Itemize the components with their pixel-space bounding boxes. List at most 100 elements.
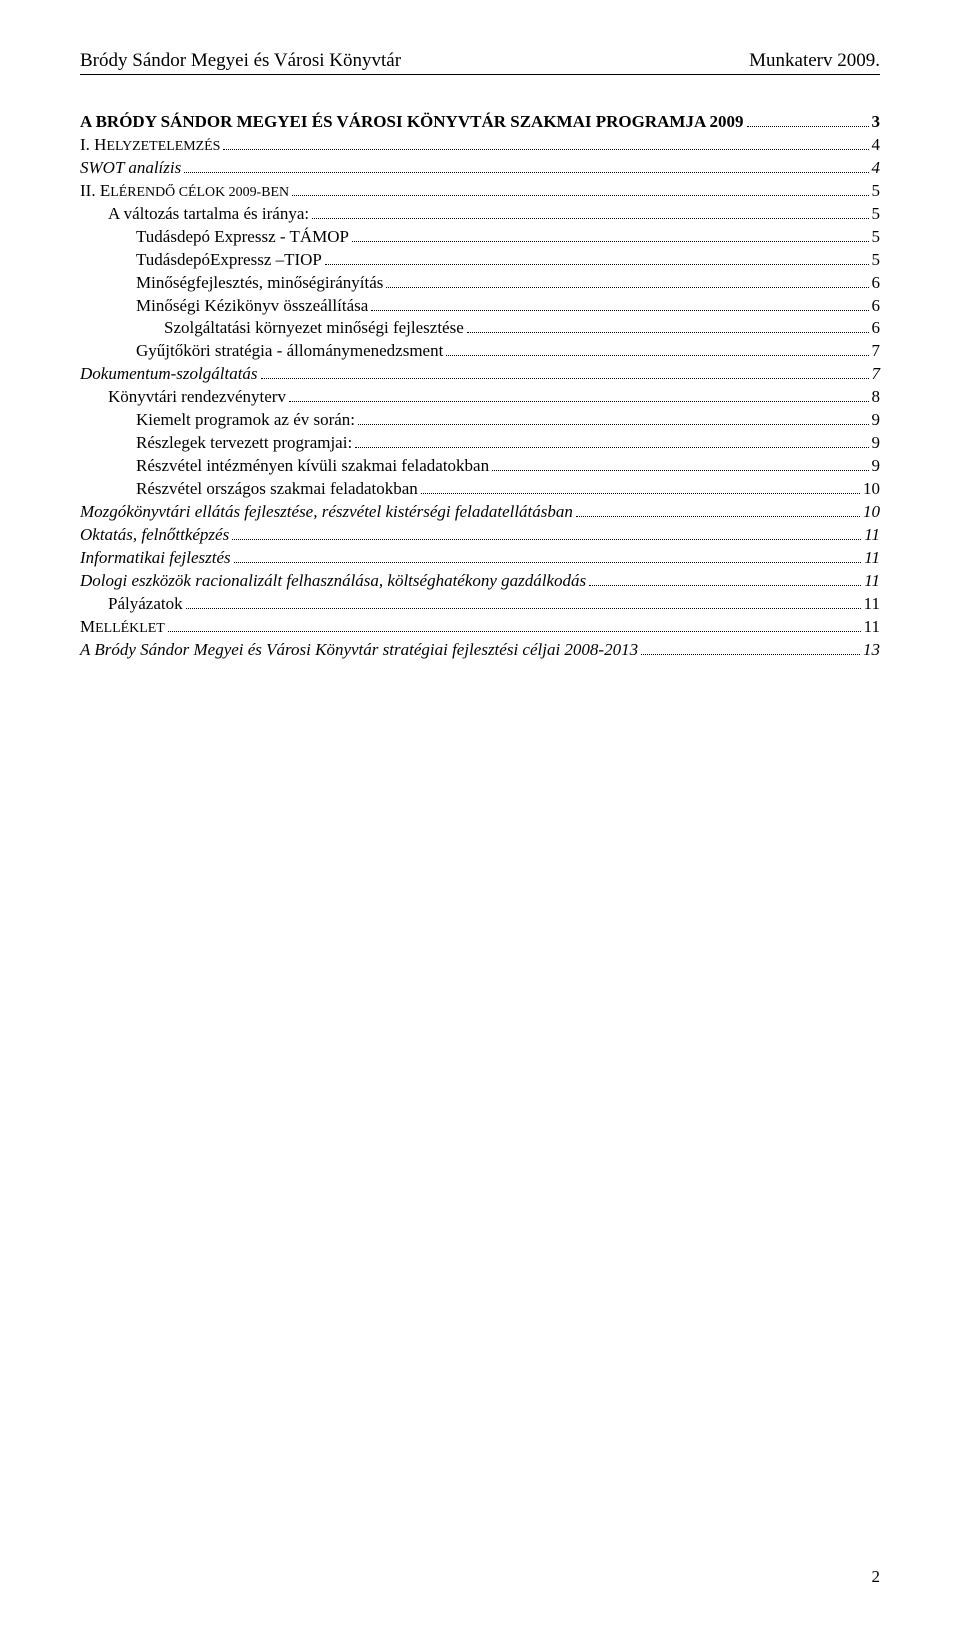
toc-entry-page: 3 <box>872 111 881 134</box>
toc-entry-label: Részvétel országos szakmai feladatokban <box>136 478 418 501</box>
toc-entry: Kiemelt programok az év során: 9 <box>80 409 880 432</box>
toc-entry: Minőségfejlesztés, minőségirányítás6 <box>80 272 880 295</box>
toc-entry-leader <box>641 640 860 654</box>
toc-entry-page: 11 <box>864 616 880 639</box>
toc-entry-leader <box>467 319 869 333</box>
toc-entry-leader <box>261 365 869 379</box>
toc-entry-label: Mozgókönyvtári ellátás fejlesztése, rész… <box>80 501 573 524</box>
page-number: 2 <box>872 1567 881 1587</box>
document-page: Bródy Sándor Megyei és Városi Könyvtár M… <box>0 0 960 1627</box>
toc-entry-leader <box>325 250 869 264</box>
toc-entry-label: I. HELYZETELEMZÉS <box>80 134 220 157</box>
toc-entry-leader <box>386 273 868 287</box>
toc-entry: Dologi eszközök racionalizált felhasznál… <box>80 570 880 593</box>
toc-entry-leader <box>234 548 862 562</box>
toc-entry-leader <box>289 388 869 402</box>
toc-entry: Informatikai fejlesztés 11 <box>80 547 880 570</box>
toc-entry-label: Informatikai fejlesztés <box>80 547 231 570</box>
toc-entry-leader <box>747 113 869 127</box>
toc-entry: Részlegek tervezett programjai: 9 <box>80 432 880 455</box>
toc-entry: I. HELYZETELEMZÉS 4 <box>80 134 880 157</box>
toc-entry-page: 7 <box>872 340 881 363</box>
toc-entry-page: 10 <box>863 478 880 501</box>
toc-entry-leader <box>352 227 869 241</box>
toc-entry-page: 11 <box>864 593 880 616</box>
toc-entry-leader <box>576 503 860 517</box>
toc-entry-leader <box>186 594 861 608</box>
toc-entry-label: A BRÓDY SÁNDOR MEGYEI ÉS VÁROSI KÖNYVTÁR… <box>80 111 744 134</box>
toc-entry-leader <box>312 204 868 218</box>
toc-entry-page: 9 <box>872 432 881 455</box>
toc-entry-page: 6 <box>872 317 881 340</box>
toc-entry-leader <box>355 434 868 448</box>
toc-entry-leader <box>358 411 868 425</box>
toc-entry-label: Tudásdepó Expressz - TÁMOP <box>136 226 349 249</box>
toc-entry-page: 5 <box>872 180 881 203</box>
toc-entry-page: 8 <box>872 386 881 409</box>
toc-entry-label: Gyűjtőköri stratégia - állománymenedzsme… <box>136 340 443 363</box>
toc-entry-page: 6 <box>872 295 881 318</box>
toc-entry-page: 5 <box>872 203 881 226</box>
toc-entry-page: 5 <box>872 249 881 272</box>
toc-entry-leader <box>184 158 868 172</box>
toc-entry: Mozgókönyvtári ellátás fejlesztése, rész… <box>80 501 880 524</box>
toc-entry-label: TudásdepóExpressz –TIOP <box>136 249 322 272</box>
toc-entry: Tudásdepó Expressz - TÁMOP 5 <box>80 226 880 249</box>
toc-entry: Minőségi Kézikönyv összeállítása 6 <box>80 295 880 318</box>
toc-entry: Gyűjtőköri stratégia - állománymenedzsme… <box>80 340 880 363</box>
toc-entry-leader <box>168 617 861 631</box>
toc-entry-label: Részvétel intézményen kívüli szakmai fel… <box>136 455 489 478</box>
toc-entry-leader <box>292 181 868 195</box>
toc-entry-page: 4 <box>872 134 881 157</box>
header-rule <box>80 74 880 75</box>
toc-entry-label: Minőségi Kézikönyv összeállítása <box>136 295 368 318</box>
toc-entry-page: 5 <box>872 226 881 249</box>
toc-entry-label: A változás tartalma és iránya: <box>108 203 309 226</box>
toc-entry-leader <box>589 571 861 585</box>
header-left: Bródy Sándor Megyei és Városi Könyvtár <box>80 50 401 72</box>
toc-entry-label: SWOT analízis <box>80 157 181 180</box>
toc-entry-leader <box>492 457 868 471</box>
toc-entry-label: Szolgáltatási környezet minőségi fejlesz… <box>164 317 464 340</box>
toc-entry-label: Dokumentum-szolgáltatás <box>80 363 258 386</box>
toc-entry-label: Kiemelt programok az év során: <box>136 409 355 432</box>
toc-entry-page: 4 <box>872 157 881 180</box>
toc-entry-label: MELLÉKLET <box>80 616 165 639</box>
toc-entry-leader <box>421 480 860 494</box>
toc-entry: Részvétel országos szakmai feladatokban 1… <box>80 478 880 501</box>
toc-entry-page: 7 <box>872 363 881 386</box>
toc-entry-label: Pályázatok <box>108 593 183 616</box>
toc-entry: A BRÓDY SÁNDOR MEGYEI ÉS VÁROSI KÖNYVTÁR… <box>80 111 880 134</box>
toc-entry-leader <box>232 525 861 539</box>
toc-entry: MELLÉKLET 11 <box>80 616 880 639</box>
toc-entry: SWOT analízis 4 <box>80 157 880 180</box>
toc-entry-label: Könyvtári rendezvényterv <box>108 386 286 409</box>
toc-entry: A változás tartalma és iránya: 5 <box>80 203 880 226</box>
toc-entry-page: 11 <box>864 570 880 593</box>
toc-entry: Könyvtári rendezvényterv 8 <box>80 386 880 409</box>
toc-entry-label: Részlegek tervezett programjai: <box>136 432 352 455</box>
toc-entry-leader <box>223 136 868 150</box>
toc-entry-leader <box>371 296 868 310</box>
header-right: Munkaterv 2009. <box>749 50 880 72</box>
toc-entry-page: 13 <box>863 639 880 662</box>
table-of-contents: A BRÓDY SÁNDOR MEGYEI ÉS VÁROSI KÖNYVTÁR… <box>80 111 880 662</box>
toc-entry-leader <box>446 342 868 356</box>
toc-entry: Részvétel intézményen kívüli szakmai fel… <box>80 455 880 478</box>
toc-entry-page: 11 <box>864 547 880 570</box>
toc-entry-page: 11 <box>864 524 880 547</box>
toc-entry-label: II. ELÉRENDŐ CÉLOK 2009-BEN <box>80 180 289 203</box>
toc-entry-page: 9 <box>872 409 881 432</box>
toc-entry: Szolgáltatási környezet minőségi fejlesz… <box>80 317 880 340</box>
toc-entry: Oktatás, felnőttképzés 11 <box>80 524 880 547</box>
toc-entry-label: Dologi eszközök racionalizált felhasznál… <box>80 570 586 593</box>
toc-entry: Dokumentum-szolgáltatás 7 <box>80 363 880 386</box>
page-header: Bródy Sándor Megyei és Városi Könyvtár M… <box>80 50 880 74</box>
toc-entry: TudásdepóExpressz –TIOP 5 <box>80 249 880 272</box>
toc-entry-label: Minőségfejlesztés, minőségirányítás <box>136 272 383 295</box>
toc-entry-label: Oktatás, felnőttképzés <box>80 524 229 547</box>
toc-entry: A Bródy Sándor Megyei és Városi Könyvtár… <box>80 639 880 662</box>
toc-entry: Pályázatok 11 <box>80 593 880 616</box>
toc-entry-page: 10 <box>863 501 880 524</box>
toc-entry-label: A Bródy Sándor Megyei és Városi Könyvtár… <box>80 639 638 662</box>
